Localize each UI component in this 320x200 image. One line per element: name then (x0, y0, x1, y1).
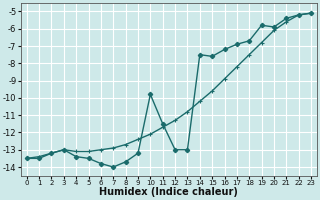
X-axis label: Humidex (Indice chaleur): Humidex (Indice chaleur) (100, 187, 238, 197)
